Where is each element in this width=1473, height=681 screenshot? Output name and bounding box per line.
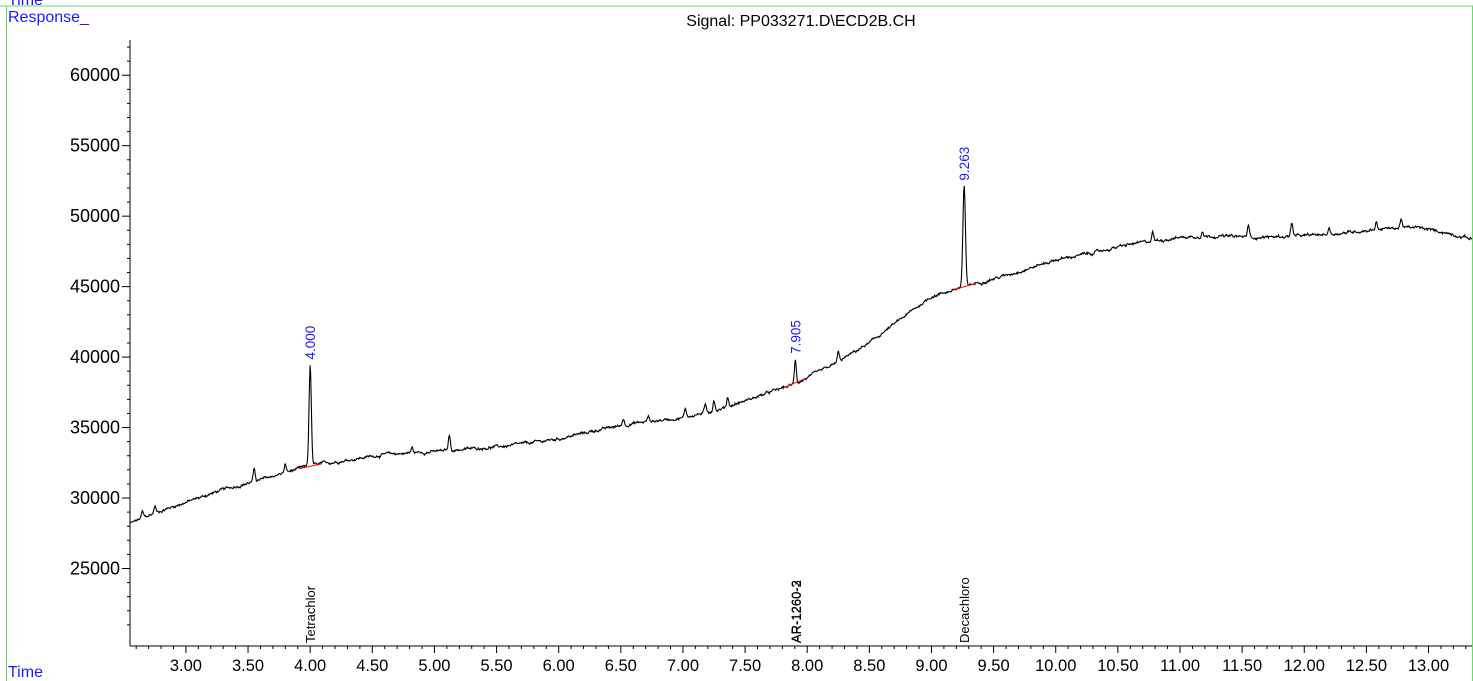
compound-marker-label: Decachloro	[957, 577, 972, 643]
x-tick-label: 4.00	[294, 657, 326, 675]
x-tick-label: 3.50	[232, 657, 264, 675]
x-tick-label: 6.50	[605, 657, 637, 675]
y-tick-label: 35000	[70, 418, 120, 438]
y-tick-label: 45000	[70, 277, 120, 297]
x-tick-label: 4.50	[356, 657, 388, 675]
y-axis-label: Response_	[8, 9, 90, 26]
x-minor-ticks	[135, 646, 1467, 649]
x-tick-label: 9.00	[915, 657, 947, 675]
peak-rt-label: 4.000	[303, 326, 318, 360]
chart-title: Signal: PP033271.D\ECD2B.CH	[686, 13, 915, 30]
y-tick-label: 50000	[70, 206, 120, 226]
peak-rt-label: 9.263	[957, 147, 972, 181]
x-tick-label: 7.50	[729, 657, 761, 675]
x-tick-label: 3.00	[170, 657, 202, 675]
y-tick-label: 30000	[70, 488, 120, 508]
y-ticks: 25000 30000 35000 40000 45000 50000 55000 60000	[70, 65, 130, 578]
baseline-marks	[298, 282, 976, 470]
peak-baseline-mark	[298, 463, 322, 470]
y-tick-label: 25000	[70, 558, 120, 578]
x-tick-label: 6.00	[543, 657, 575, 675]
y-tick-label: 40000	[70, 347, 120, 367]
x-tick-label: 7.00	[667, 657, 699, 675]
peak-baseline-mark	[952, 282, 976, 291]
peak-rt-label: 7.905	[788, 320, 803, 354]
x-tick-label: 8.50	[853, 657, 885, 675]
x-tick-label: 12.50	[1346, 657, 1387, 675]
compound-marker-label: AR-1260-3	[788, 580, 803, 643]
y-tick-label: 60000	[70, 65, 120, 85]
x-tick-label: 9.50	[978, 657, 1010, 675]
compound-marker-label: Tetrachlor	[303, 585, 318, 643]
x-tick-label: 5.50	[481, 657, 513, 675]
x-tick-label: 13.00	[1408, 657, 1449, 675]
peak-baseline-mark	[784, 377, 807, 388]
x-tick-label: 11.00	[1160, 657, 1200, 675]
x-tick-label: 8.00	[791, 657, 823, 675]
chromatogram-trace	[129, 185, 1473, 524]
compound-marker-label: AR-1260-2	[789, 580, 804, 643]
x-axis-label: Time	[8, 664, 43, 681]
peak-labels: 4.000 7.905 9.263	[303, 147, 972, 360]
y-tick-label: 55000	[70, 136, 120, 156]
x-tick-label: 11.50	[1222, 657, 1262, 675]
compound-markers: Tetrachlor AR-1260-3AR-1260-2 Decachloro	[303, 577, 972, 643]
x-tick-label: 10.00	[1035, 657, 1076, 675]
y-minor-ticks	[127, 46, 130, 626]
x-tick-label: 10.50	[1097, 657, 1138, 675]
top-time-fragment: Time	[8, 0, 43, 9]
x-ticks: 3.00 3.50 4.00 4.50 5.00 5.50 6.00 6.50 7.00 7.50…	[170, 646, 1449, 675]
x-tick-label: 5.00	[418, 657, 450, 675]
x-tick-label: 12.00	[1284, 657, 1325, 675]
